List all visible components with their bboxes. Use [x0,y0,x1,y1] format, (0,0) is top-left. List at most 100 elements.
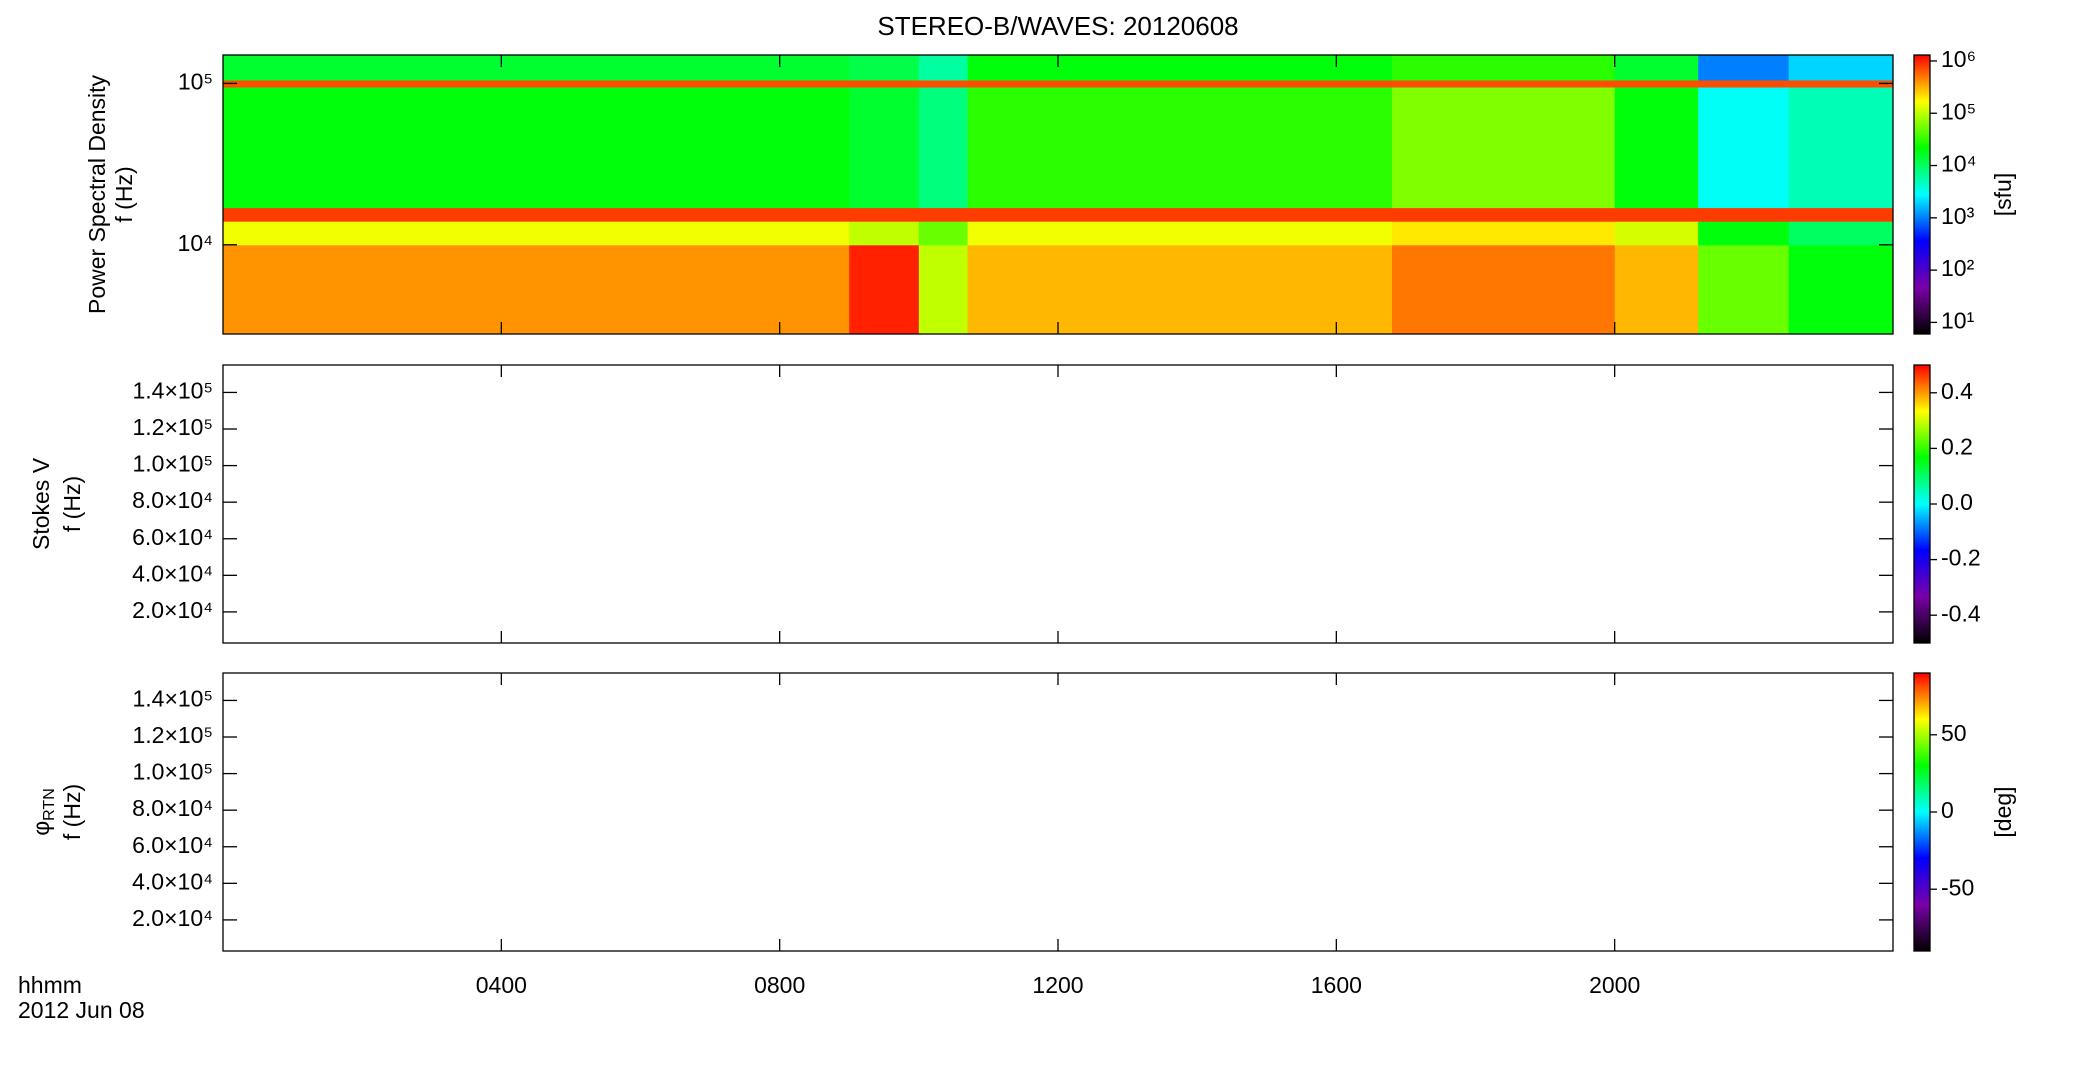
heatmap-cell [918,55,969,81]
colorbar-tick-label: 0.0 [1941,489,1973,515]
y-tick-label: 2.0×10⁴ [132,597,213,623]
y-tick-label: 1.0×10⁵ [132,759,213,785]
colorbar-tick-label: 0 [1941,797,1954,823]
heatmap-cell [918,221,969,246]
y-tick-label: 4.0×10⁴ [132,560,213,586]
y-axis-label: f (Hz) [59,784,85,840]
colorbar [1913,54,1931,335]
y-tick-label: 2.0×10⁴ [132,905,213,931]
colorbar-label: [sfu] [1990,173,2016,216]
heatmap-cell [967,207,1393,222]
heatmap-cell [918,79,969,88]
heatmap-cell [1698,221,1790,246]
heatmap-cell [223,79,850,88]
y-axis-label-text: f (Hz) [59,784,85,840]
heatmap-cell [1392,207,1616,222]
heatmap-cell [1614,87,1699,209]
y-axis-label: Stokes V [28,457,54,550]
heatmap-cell [1392,221,1616,246]
heatmap-cell [1788,87,1894,209]
colorbar-tick-label: 10³ [1941,203,1975,229]
heatmap-cell [1614,207,1699,222]
heatmap-cell [1614,221,1699,246]
heatmap-cell [1698,55,1790,81]
x-tick-label: 2000 [1589,972,1640,998]
y-tick-label: 1.2×10⁵ [132,414,213,440]
y-axis-label: f (Hz) [59,476,85,532]
colorbar-tick-label: 0.4 [1941,378,1973,404]
heatmap-cell [849,79,920,88]
y-axis-label-text: f (Hz) [111,166,137,222]
heatmap-cell [918,87,969,209]
heatmap-cell [1392,55,1616,81]
heatmap-cell [223,244,850,335]
heatmap-cell [1392,244,1616,335]
colorbar-label: [deg] [1990,786,2016,837]
y-tick-label: 8.0×10⁴ [132,487,213,513]
heatmap-cell [1788,244,1894,335]
x-tick-label: 0400 [476,972,527,998]
y-tick-label: 6.0×10⁴ [132,832,213,858]
colorbar-tick-label: -50 [1941,874,1974,900]
heatmap-cell [967,55,1393,81]
heatmap-cell [223,55,850,81]
y-tick-label: 8.0×10⁴ [132,795,213,821]
heatmap-cell [849,244,920,335]
y-axis-label-text: Stokes V [28,457,54,550]
x-tick-label: 1600 [1311,972,1362,998]
y-axis-label-text: Power Spectral Density [84,74,110,314]
heatmap-cell [1392,87,1616,209]
colorbar-tick-label: 0.2 [1941,433,1973,459]
y-tick-label: 4.0×10⁴ [132,868,213,894]
heatmap-cell [1614,55,1699,81]
heatmap-cell [967,244,1393,335]
heatmap-cell [1698,244,1790,335]
y-axis-label: f (Hz) [111,166,137,222]
heatmap-cell [1614,79,1699,88]
heatmap-cell [1392,79,1616,88]
y-tick-label: 1.2×10⁵ [132,722,213,748]
heatmap-cell [1788,207,1894,222]
heatmap-cell [849,87,920,209]
colorbar-tick-label: -0.4 [1941,600,1981,626]
date-label: 2012 Jun 08 [18,997,145,1023]
y-tick-label: 1.0×10⁵ [132,451,213,477]
colorbar-tick-label: -0.2 [1941,545,1981,571]
heatmap-cell [1698,87,1790,209]
plot-frame [222,672,1894,952]
heatmap-cell [918,244,969,335]
heatmap-cell [1788,55,1894,81]
heatmap-cell [1788,79,1894,88]
colorbar [1913,364,1931,644]
y-axis-label-text: φ [28,821,54,836]
heatmap-cell [1614,244,1699,335]
plot-frame [222,364,1894,644]
y-axis-label-text: f (Hz) [59,476,85,532]
colorbar-tick-label: 10⁶ [1941,46,1976,72]
y-tick-label: 1.4×10⁵ [132,378,213,404]
y-axis-label: φRTN [28,788,58,836]
y-axis-label: Power Spectral Density [84,74,110,314]
heatmap-cell [849,221,920,246]
y-tick-label: 10⁴ [178,230,213,256]
heatmap-cell [967,221,1393,246]
heatmap-cell [849,55,920,81]
y-tick-label: 10⁵ [178,68,213,94]
time-label: hhmm [18,972,82,998]
colorbar-tick-label: 10⁴ [1941,151,1976,177]
heatmap-cell [849,207,920,222]
colorbar-tick-label: 10² [1941,255,1975,281]
x-tick-label: 0800 [754,972,805,998]
colorbar-tick-label: 10¹ [1941,307,1975,333]
heatmap-cell [967,79,1393,88]
heatmap-cell [1698,79,1790,88]
y-axis-label-sub: RTN [41,788,58,821]
heatmap-cell [1698,207,1790,222]
heatmap-cell [223,87,850,209]
chart-title: STEREO-B/WAVES: 20120608 [877,11,1238,41]
heatmap-cell [918,207,969,222]
y-tick-label: 1.4×10⁵ [132,686,213,712]
colorbar [1913,672,1931,952]
colorbar-tick-label: 50 [1941,720,1967,746]
